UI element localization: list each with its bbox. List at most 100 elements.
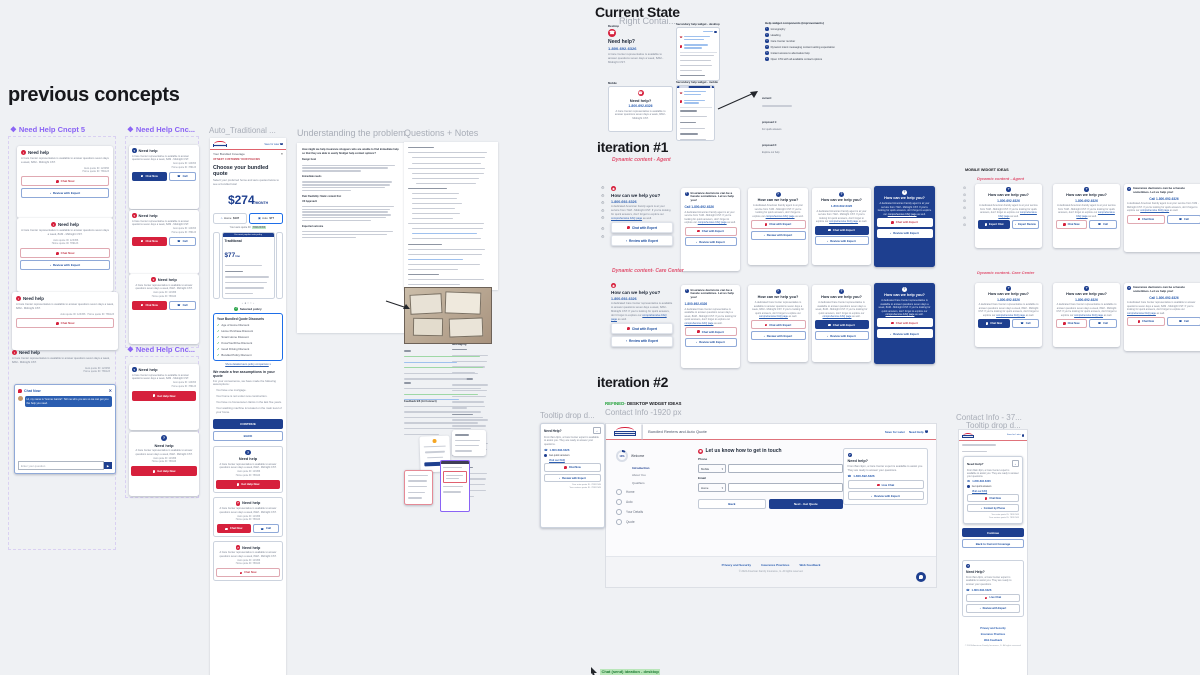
back-button[interactable]: Back [698,499,766,509]
faq-link[interactable]: comprehensive FAQ page [1127,311,1156,315]
chat-now-button[interactable]: Chat Now [1127,214,1165,224]
review-expert-button[interactable]: ‹ Review with Expert [750,230,806,240]
carousel-next-card[interactable] [276,231,283,299]
faq-link[interactable]: comprehensive FAQ page [759,315,788,319]
phone-input[interactable] [728,464,843,473]
frame-label-understanding[interactable]: Understanding the problem [297,128,406,138]
chat-expert-button[interactable]: Chat with Expert [814,320,869,330]
review-expert-button[interactable]: ‹ Review with Expert [611,235,673,247]
faq-link[interactable]: comprehensive FAQ page [996,313,1026,317]
phone-number[interactable]: Call 1-800-692-6326 [684,204,714,209]
phone-number[interactable]: 1-800-692-6326 [611,199,637,204]
next-get-quote-button[interactable]: Next - Get Quote [768,499,843,509]
get-help-button[interactable]: Get Help Now [216,479,280,490]
chat-input[interactable]: Enter your question [18,461,104,470]
phone-number[interactable]: 1-800-692-6326 [830,204,853,209]
step-about-you[interactable]: About You [632,473,646,478]
faq-link[interactable]: comprehensive FAQ page [611,216,643,220]
chat-now-button[interactable]: Chat Now [16,318,114,329]
step-your-details[interactable]: Your Details [626,509,644,514]
frame-label-tooltip-mobile[interactable]: Tooltip drop d... [966,421,1021,430]
faq-link[interactable]: comprehensive FAQ page [1140,209,1170,213]
review-expert-button[interactable]: ‹ Review with Expert [876,228,933,238]
faq-link[interactable]: comprehensive FAQ page [829,220,859,224]
carousel-dots[interactable]: ‹ ● ○ ○ › [241,300,255,305]
review-expert-button[interactable]: ‹ Review with Expert [814,236,869,246]
plan-card[interactable]: Our most popular auto policy Traditional… [221,231,275,299]
send-button[interactable]: ▶ [104,462,112,469]
chat-expert-button[interactable]: Chat with Expert [876,217,933,227]
live-chat-button[interactable]: Live Chat [847,480,924,490]
faq-link[interactable]: comprehensive FAQ page [998,211,1037,218]
chat-expert-button[interactable]: Chat with Expert [750,219,806,229]
get-help-button[interactable]: Get Help Now [132,390,196,401]
chat-now-button[interactable]: Chat Now [132,236,167,246]
step-home[interactable]: Home [626,489,635,494]
frame-label-cnc2[interactable]: ❖ Need Help Cnc... [127,345,195,354]
faq-link[interactable]: comprehensive FAQ page [765,214,795,218]
chat-now-button[interactable]: Chat Now [978,318,1010,328]
phone-number[interactable]: 1-800-692-6326 [549,448,570,453]
frame-label-right-contai[interactable]: Right Contai... [619,16,677,26]
info-icon[interactable]: i [280,142,283,146]
faq-link[interactable]: Visit our FAQ [549,458,565,462]
frame-label-cnc[interactable]: ❖ Need Help Cnc... [127,125,195,134]
collapse-icon[interactable]: ‹ [1011,460,1019,467]
frame-label-tooltip[interactable]: Tooltip drop d... [540,411,595,420]
faq-link[interactable]: comprehensive FAQ page [885,313,915,317]
chat-now-button[interactable]: Chat Now [967,494,1019,503]
chat-expert-button[interactable]: Chat with Expert [750,320,806,330]
review-expert-button[interactable]: ‹ Review with Expert [684,337,737,347]
frame-label-contact-desktop[interactable]: Contact Info -1920 px [605,408,682,417]
chat-expert-button[interactable]: Chat with Expert [611,323,673,335]
frame-label-contact-mobile[interactable]: Contact Info - 37... [956,413,1022,422]
footer-link[interactable]: Privacy and Security [980,626,1006,630]
call-button[interactable]: ☎ Call [1088,318,1117,328]
call-button[interactable]: ☎ Call [1166,214,1200,224]
chat-now-button[interactable]: Chat Now [1056,219,1087,229]
chat-now-button[interactable]: Chat Now [544,463,601,472]
expert-chat-button[interactable]: Expert Chat [978,219,1010,229]
review-expert-button[interactable]: ‹ Review with Expert [20,260,110,271]
help-icon[interactable]: ? [1021,434,1024,437]
call-button[interactable]: ☎ Call [1166,317,1200,327]
collapse-icon[interactable]: ‹ [593,427,601,434]
review-expert-button[interactable]: ‹ Review with Expert [814,331,869,341]
chat-expert-button[interactable]: Chat with Expert [814,225,869,235]
phone-number[interactable]: 1-800-692-6326 [997,198,1020,203]
menu-icon[interactable]: ≡ [281,152,283,156]
comparison-link[interactable]: Show detailed auto policy comparison ▾ [225,362,271,366]
call-button[interactable]: ☎ Call [168,171,196,181]
expert-review-button[interactable]: ‹ Expert Review [1012,219,1039,229]
frame-label-questions[interactable]: Questions + Notes [404,128,479,138]
faq-link[interactable]: Visit our FAQ [972,489,988,493]
review-expert-button[interactable]: ‹ Review with Expert [611,335,673,347]
faq-link[interactable]: comprehensive FAQ page [1074,313,1104,317]
review-expert-button[interactable]: ‹ Review with Expert [544,473,601,483]
footer-link[interactable]: Web Feedback [799,563,821,567]
phone-number[interactable]: 1-800-692-6326 [611,296,637,301]
review-expert-button[interactable]: ‹ Review with Expert [966,604,1020,613]
step-auto[interactable]: Auto [626,499,633,504]
phone-number[interactable]: 1-800-692-6326 [971,587,992,592]
faq-link[interactable]: comprehensive FAQ page [684,321,714,325]
chat-bubble-button[interactable] [916,572,926,582]
email-input[interactable] [728,483,843,492]
phone-number[interactable]: 1-800-692-6326 [853,474,875,479]
faq-link[interactable]: comprehensive FAQ page [1076,211,1115,218]
phone-number[interactable]: 1-800-692-6326 [608,46,637,52]
phone-number[interactable]: 1-800-692-6326 [1075,198,1098,203]
carousel-prev-card[interactable] [213,231,220,299]
call-button[interactable]: ☎ Call [168,236,196,246]
phone-number[interactable]: 1-800-692-6326 [684,301,708,306]
live-chat-button[interactable]: Live Chat [966,593,1020,603]
footer-link[interactable]: Web Feedback [983,638,1003,642]
footer-link[interactable]: Insurance Practices [980,632,1006,636]
phone-number[interactable]: Call 1-800-692-6326 [1149,196,1179,201]
need-help-link[interactable]: Need Help [908,429,924,434]
review-expert-button[interactable]: ‹ Review with Expert [876,329,933,339]
call-button[interactable]: ☎ Call [1012,318,1039,328]
chat-now-button[interactable]: Chat Now [1127,317,1165,327]
contact-by-phone-button[interactable]: ‹ Contact by Phone [967,504,1019,513]
step-introduction[interactable]: Introduction [632,466,650,470]
